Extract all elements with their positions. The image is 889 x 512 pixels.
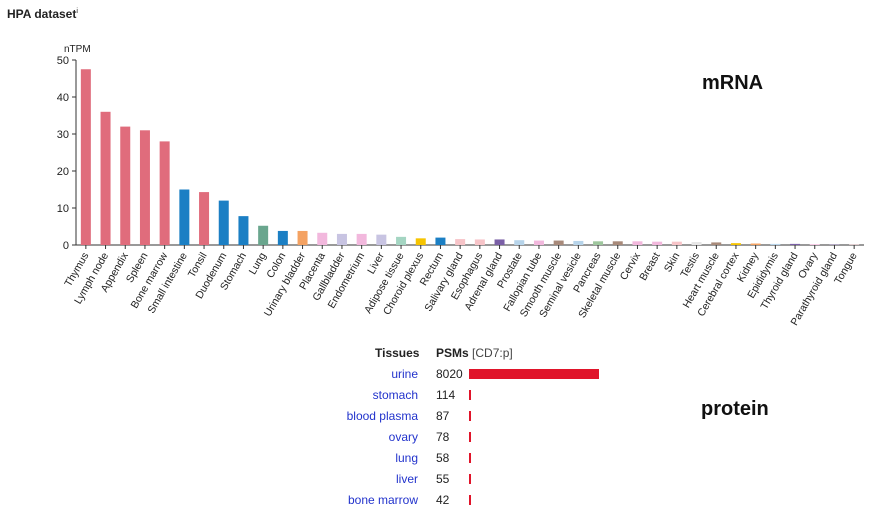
y-tick-label: 30	[57, 129, 69, 141]
bar-endometrium[interactable]	[356, 233, 367, 245]
bar-breast[interactable]	[652, 241, 663, 245]
psm-bar	[469, 453, 471, 463]
y-tick-label: 20	[57, 166, 69, 178]
bar-prostate[interactable]	[514, 240, 525, 245]
bar-seminal-vesicle[interactable]	[573, 240, 584, 245]
y-axis-label: nTPM	[64, 44, 91, 55]
bar-colon[interactable]	[277, 230, 288, 245]
psm-bar	[469, 432, 471, 442]
bar-epididymis[interactable]	[770, 243, 781, 245]
protein-label: protein	[701, 398, 769, 420]
psm-header-label: PSMs	[436, 346, 469, 360]
bar-small-intestine[interactable]	[179, 189, 190, 246]
psm-value: 42	[436, 493, 450, 507]
bar-liver[interactable]	[376, 234, 387, 245]
bar-thyroid-gland[interactable]	[790, 243, 801, 245]
bar-cerebral-cortex[interactable]	[730, 243, 741, 245]
dataset-title-text: HPA dataset	[7, 7, 77, 21]
bar-placenta[interactable]	[317, 232, 328, 245]
psm-value: 114	[436, 388, 456, 402]
bar-tonsil[interactable]	[199, 192, 210, 245]
bar-urinary-bladder[interactable]	[297, 230, 308, 245]
bar-skin[interactable]	[671, 241, 682, 245]
bar-bone-marrow[interactable]	[159, 141, 170, 245]
tissues-header: Tissues	[375, 346, 420, 360]
tissue-link-bone-marrow[interactable]: bone marrow	[347, 493, 418, 507]
psm-bar	[469, 369, 599, 379]
bar-lymph-node[interactable]	[100, 111, 111, 245]
bar-skeletal-muscle[interactable]	[612, 241, 623, 245]
y-tick-label: 50	[57, 55, 69, 67]
dataset-title: HPA dataseti	[7, 7, 78, 21]
x-tick-label: Breast	[637, 250, 663, 282]
bar-thymus[interactable]	[80, 69, 91, 245]
y-tick-label: 10	[57, 203, 69, 215]
bar-cervix[interactable]	[632, 241, 643, 245]
bar-salivary-gland[interactable]	[455, 239, 466, 245]
bar-rectum[interactable]	[435, 237, 446, 245]
psm-header-unit: [CD7:p]	[472, 346, 513, 360]
bar-heart-muscle[interactable]	[711, 242, 722, 245]
bar-appendix[interactable]	[120, 126, 131, 245]
info-icon[interactable]: i	[76, 8, 78, 15]
psm-header: PSMs [CD7:p]	[436, 346, 513, 360]
psm-value: 8020	[436, 367, 463, 381]
bar-adrenal-gland[interactable]	[494, 239, 505, 245]
bar-spleen[interactable]	[139, 130, 150, 245]
tissue-link-urine[interactable]: urine	[391, 367, 418, 381]
tissue-link-lung[interactable]: lung	[395, 451, 418, 465]
tissue-link-blood-plasma[interactable]: blood plasma	[346, 409, 418, 423]
y-tick-label: 40	[57, 92, 69, 104]
psm-value: 87	[436, 409, 450, 423]
psm-bar	[469, 474, 471, 484]
psm-bar	[469, 411, 471, 421]
psm-value: 55	[436, 472, 450, 486]
bar-pancreas[interactable]	[593, 241, 604, 245]
bar-lung[interactable]	[258, 225, 269, 245]
psm-value: 78	[436, 430, 450, 444]
mrna-label: mRNA	[702, 72, 764, 94]
bar-choroid-plexus[interactable]	[415, 238, 426, 245]
tissue-link-stomach[interactable]: stomach	[372, 388, 418, 402]
y-tick-label: 0	[63, 240, 69, 252]
bar-adipose-tissue[interactable]	[396, 236, 407, 245]
bar-ovary[interactable]	[809, 244, 820, 245]
bar-testis[interactable]	[691, 242, 702, 245]
tissue-link-ovary[interactable]: ovary	[388, 430, 418, 444]
bar-gallbladder[interactable]	[336, 233, 347, 245]
psm-value: 58	[436, 451, 450, 465]
bar-fallopian-tube[interactable]	[533, 240, 544, 245]
bar-duodenum[interactable]	[218, 200, 229, 245]
tissue-link-liver[interactable]: liver	[395, 472, 418, 486]
bar-smooth-muscle[interactable]	[553, 240, 564, 245]
psm-bar	[469, 495, 471, 505]
bar-stomach[interactable]	[238, 216, 249, 245]
psm-bar	[469, 390, 471, 400]
bar-esophagus[interactable]	[474, 239, 485, 245]
bar-kidney[interactable]	[750, 243, 761, 245]
bars-group	[80, 69, 860, 246]
